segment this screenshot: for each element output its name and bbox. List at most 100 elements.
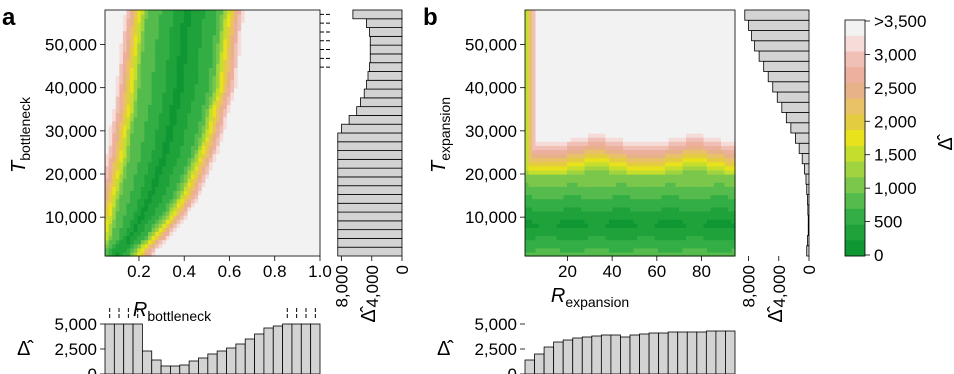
heatmap-a-cell (133, 38, 138, 44)
heatmap-a-cell (248, 18, 253, 23)
heatmap-a-cell (273, 79, 278, 85)
heatmap-a-cell (230, 235, 235, 241)
heatmap-a-cell (105, 145, 110, 150)
heatmap-b-cell (707, 227, 712, 232)
heatmap-a-cell (126, 59, 131, 64)
heatmap-a-cell (284, 92, 289, 97)
heatmap-b-cell (602, 210, 607, 216)
heatmap-b-cell (721, 174, 726, 179)
heatmap-b-cell (616, 235, 621, 241)
heatmap-a-cell (191, 153, 196, 159)
heatmap-a-cell (237, 174, 242, 179)
heatmap-a-cell (133, 161, 138, 167)
heatmap-a-cell (237, 137, 242, 142)
heatmap-b-cell (549, 194, 554, 200)
heatmap-b-cell (661, 202, 666, 208)
heatmap-a-cell (144, 100, 149, 105)
heatmap-a-cell (112, 10, 117, 15)
heatmap-a-cell (226, 145, 232, 150)
heatmap-a-cell (251, 46, 257, 52)
heatmap-a-cell (133, 79, 138, 85)
heatmap-b-cell (682, 231, 687, 237)
heatmap-b-cell (717, 215, 722, 220)
heatmap-a-cell (298, 194, 303, 200)
heatmap-a-cell (284, 96, 289, 101)
heatmap-a-cell (183, 92, 189, 97)
heatmap-a-cell (312, 223, 318, 228)
heatmap-a-cell (198, 215, 203, 220)
heatmap-b-cell (525, 190, 530, 196)
heatmap-b-cell (700, 243, 705, 249)
heatmap-a-cell (266, 165, 271, 171)
heatmap-a-cell (280, 96, 285, 101)
heatmap-a-cell (244, 239, 249, 245)
heatmap-a-cell (219, 10, 224, 15)
heatmap-a-cell (219, 42, 224, 48)
heatmap-b-cell (661, 235, 666, 241)
heatmap-b-cell (584, 178, 589, 183)
heatmap-a-cell (241, 22, 246, 27)
heatmap-a-cell (176, 190, 181, 196)
heatmap-a-cell (309, 51, 314, 56)
heatmap-a-cell (309, 116, 314, 122)
heatmap-b-cell (539, 198, 544, 204)
heatmap-b-cell (640, 178, 645, 183)
heatmap-a-cell (305, 92, 310, 97)
heatmap-a-cell (187, 116, 192, 122)
heatmap-a-cell (309, 145, 314, 150)
heatmap-a-cell (105, 116, 110, 122)
heatmap-a-cell (284, 251, 289, 257)
heatmap-a-cell (241, 87, 246, 93)
heatmap-a-cell (140, 190, 146, 196)
heatmap-a-cell (312, 206, 318, 212)
heatmap-a-cell (183, 149, 189, 155)
heatmap-a-cell (269, 55, 275, 60)
heatmap-a-cell (259, 227, 264, 232)
heatmap-b-cell (623, 227, 628, 232)
heatmap-b-cell (731, 243, 736, 249)
heatmap-a-cell (191, 124, 196, 130)
heatmap-b-cell (539, 178, 544, 183)
heatmap-a-cell (151, 149, 156, 155)
heatmap-b-cell (703, 210, 708, 216)
heatmap-b-cell (637, 239, 642, 245)
heatmap-a-cell (158, 10, 163, 15)
heatmap-b-cell (577, 231, 582, 237)
heatmap-b-cell (605, 210, 610, 216)
heatmap-b-cell (714, 215, 719, 220)
heatmap-a-cell (105, 235, 110, 241)
heatmap-b-cell (675, 202, 680, 208)
heatmap-b-cell (686, 231, 691, 237)
heatmap-a-cell (251, 161, 257, 167)
heatmap-a-cell (255, 79, 260, 85)
heatmap-a-cell (251, 157, 257, 163)
heatmap-a-cell (287, 38, 292, 44)
heatmap-b-cell (714, 186, 719, 191)
heatmap-a-cell (205, 96, 210, 101)
heatmap-a-cell (108, 133, 113, 138)
heatmap-b-cell (651, 202, 656, 208)
heatmap-a-cell (266, 223, 271, 228)
heatmap-a-cell (216, 26, 221, 32)
heatmap-a-cell (266, 227, 271, 232)
heatmap-a-cell (148, 71, 153, 77)
heatmap-a-cell (112, 227, 117, 232)
heatmap-a-cell (291, 133, 296, 138)
heatmap-a-cell (205, 104, 210, 109)
heatmap-a-cell (294, 34, 300, 40)
heatmap-a-cell (130, 194, 135, 200)
heatmap-b-cell (570, 174, 575, 179)
heatmap-a-cell (112, 243, 117, 249)
heatmap-a-cell (140, 247, 146, 253)
heatmap-b-cell (532, 202, 537, 208)
heatmap-b-cell (532, 210, 537, 216)
heatmap-a-cell (244, 10, 249, 15)
heatmap-b-cell (539, 247, 544, 253)
heatmap-b-cell (637, 198, 642, 204)
heatmap-b-cell (598, 182, 603, 187)
heatmap-a-cell (119, 186, 124, 191)
heatmap-b-cell (584, 186, 589, 191)
heatmap-a-cell (248, 79, 253, 85)
heatmap-a-cell (162, 239, 167, 245)
heatmap-b-cell (703, 219, 708, 224)
